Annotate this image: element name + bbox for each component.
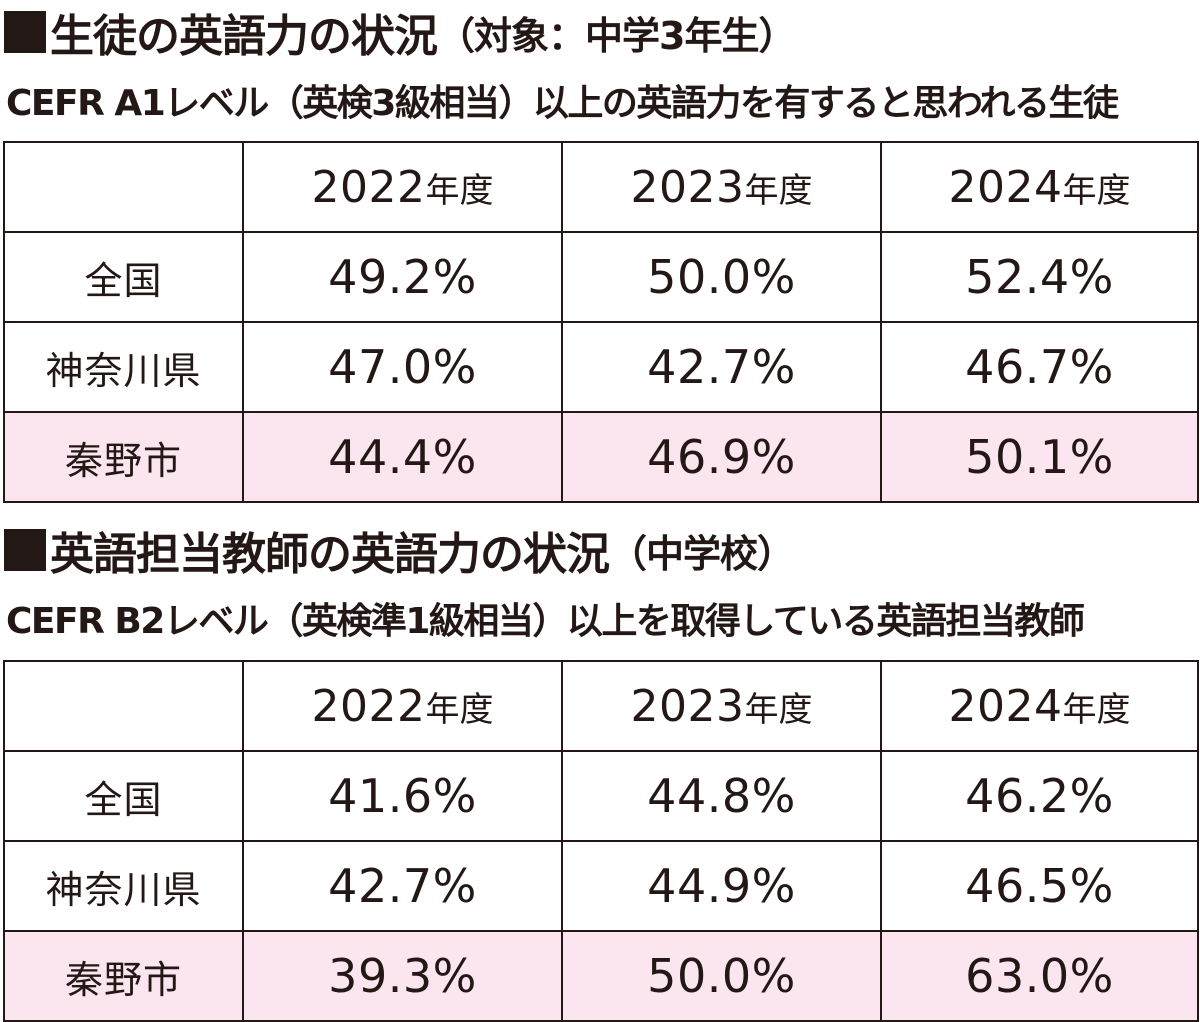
teacher-english-section: 英語担当教師の英語力の状況 （中学校） CEFR B2レベル（英検準1級相当）以… (0, 518, 1200, 1022)
table-corner-cell (3, 660, 244, 752)
row-label: 秦野市 (3, 411, 244, 503)
table-cell: 46.7% (880, 321, 1199, 413)
row-label: 神奈川県 (3, 321, 244, 413)
section-title: 英語担当教師の英語力の状況 （中学校） (0, 518, 1200, 582)
table-cell: 49.2% (242, 231, 563, 323)
section-title-qualifier: （対象：中学3年生） (437, 13, 796, 58)
table-cell: 50.1% (880, 411, 1199, 503)
column-header-2024: 2024年度 (880, 660, 1199, 752)
student-english-table: 2022年度 2023年度 2024年度 全国 49.2% 50.0% 52.4… (3, 141, 1199, 503)
table-cell: 42.7% (242, 840, 563, 932)
table-cell: 39.3% (242, 930, 563, 1022)
table-cell: 46.9% (561, 411, 882, 503)
table-row-hadano-highlighted: 秦野市 44.4% 46.9% 50.1% (3, 411, 1199, 503)
black-square-icon (4, 529, 46, 571)
section-title-main: 生徒の英語力の状況 (50, 11, 438, 62)
table-cell: 44.4% (242, 411, 563, 503)
column-header-2022: 2022年度 (242, 141, 563, 233)
column-header-2023: 2023年度 (561, 660, 882, 752)
section-title: 生徒の英語力の状況 （対象：中学3年生） (0, 0, 1200, 64)
table-corner-cell (3, 141, 244, 233)
table-cell: 52.4% (880, 231, 1199, 323)
section-subtitle: CEFR A1レベル（英検3級相当）以上の英語力を有すると思われる生徒 (6, 83, 1119, 124)
row-label: 全国 (3, 231, 244, 323)
column-header-2022: 2022年度 (242, 660, 563, 752)
column-header-2023: 2023年度 (561, 141, 882, 233)
table-cell: 50.0% (561, 231, 882, 323)
section-title-qualifier: （中学校） (609, 531, 795, 576)
table-header-row: 2022年度 2023年度 2024年度 (3, 660, 1199, 752)
table-cell: 63.0% (880, 930, 1199, 1022)
table-header-row: 2022年度 2023年度 2024年度 (3, 141, 1199, 233)
table-cell: 46.5% (880, 840, 1199, 932)
student-english-section: 生徒の英語力の状況 （対象：中学3年生） CEFR A1レベル（英検3級相当）以… (0, 0, 1200, 503)
table-cell: 47.0% (242, 321, 563, 413)
table-row-national: 全国 41.6% 44.8% 46.2% (3, 750, 1199, 842)
table-cell: 41.6% (242, 750, 563, 842)
table-row-kanagawa: 神奈川県 47.0% 42.7% 46.7% (3, 321, 1199, 413)
table-cell: 42.7% (561, 321, 882, 413)
table-cell: 44.9% (561, 840, 882, 932)
column-header-2024: 2024年度 (880, 141, 1199, 233)
table-cell: 44.8% (561, 750, 882, 842)
table-cell: 50.0% (561, 930, 882, 1022)
teacher-english-table: 2022年度 2023年度 2024年度 全国 41.6% 44.8% 46.2… (3, 660, 1199, 1022)
row-label: 秦野市 (3, 930, 244, 1022)
section-subtitle: CEFR B2レベル（英検準1級相当）以上を取得している英語担当教師 (6, 601, 1085, 642)
table-cell: 46.2% (880, 750, 1199, 842)
section-title-main: 英語担当教師の英語力の状況 (50, 529, 610, 580)
row-label: 全国 (3, 750, 244, 842)
row-label: 神奈川県 (3, 840, 244, 932)
table-row-hadano-highlighted: 秦野市 39.3% 50.0% 63.0% (3, 930, 1199, 1022)
table-row-national: 全国 49.2% 50.0% 52.4% (3, 231, 1199, 323)
table-row-kanagawa: 神奈川県 42.7% 44.9% 46.5% (3, 840, 1199, 932)
black-square-icon (4, 11, 46, 53)
